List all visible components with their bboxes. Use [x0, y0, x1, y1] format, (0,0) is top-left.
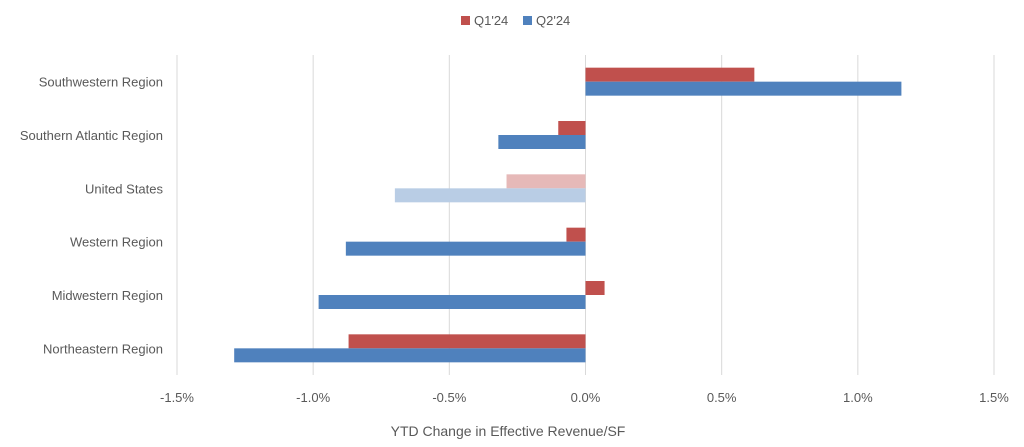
- bar-q1: [585, 281, 605, 295]
- legend-label-q2: Q2'24: [536, 13, 570, 28]
- x-axis-title: YTD Change in Effective Revenue/SF: [391, 423, 626, 439]
- y-category-label: United States: [85, 181, 164, 196]
- legend-swatch-q1: [461, 16, 470, 25]
- x-tick-label: -0.5%: [432, 390, 466, 405]
- bars: [234, 67, 902, 363]
- x-axis-ticks: -1.5% -1.0% -0.5% 0.0% 0.5% 1.0% 1.5%: [160, 390, 1009, 405]
- bar-q1: [585, 67, 755, 82]
- x-tick-label: 0.5%: [707, 390, 737, 405]
- bar-q1: [348, 334, 586, 349]
- legend-label-q1: Q1'24: [474, 13, 508, 28]
- x-tick-label: 1.5%: [979, 390, 1009, 405]
- x-tick-label: 0.0%: [571, 390, 601, 405]
- legend: Q1'24 Q2'24: [461, 13, 570, 28]
- x-tick-label: -1.0%: [296, 390, 330, 405]
- y-category-label: Northeastern Region: [43, 341, 163, 356]
- y-category-label: Western Region: [70, 235, 163, 250]
- y-category-label: Midwestern Region: [52, 288, 163, 303]
- bar-q2: [498, 135, 586, 149]
- y-category-label: Southwestern Region: [39, 75, 163, 90]
- bar-q1: [566, 227, 586, 242]
- bar-q1: [506, 174, 586, 189]
- x-tick-label: 1.0%: [843, 390, 873, 405]
- gridlines: [176, 55, 995, 375]
- bar-q2: [234, 348, 586, 363]
- bar-q2: [345, 241, 586, 256]
- bar-q2: [318, 295, 586, 309]
- legend-swatch-q2: [523, 16, 532, 25]
- bar-q1: [558, 121, 586, 135]
- y-axis-categories: Southwestern Region Southern Atlantic Reg…: [20, 75, 164, 357]
- bar-q2: [585, 81, 902, 96]
- bar-q2: [394, 188, 586, 203]
- x-tick-label: -1.5%: [160, 390, 194, 405]
- y-category-label: Southern Atlantic Region: [20, 128, 163, 143]
